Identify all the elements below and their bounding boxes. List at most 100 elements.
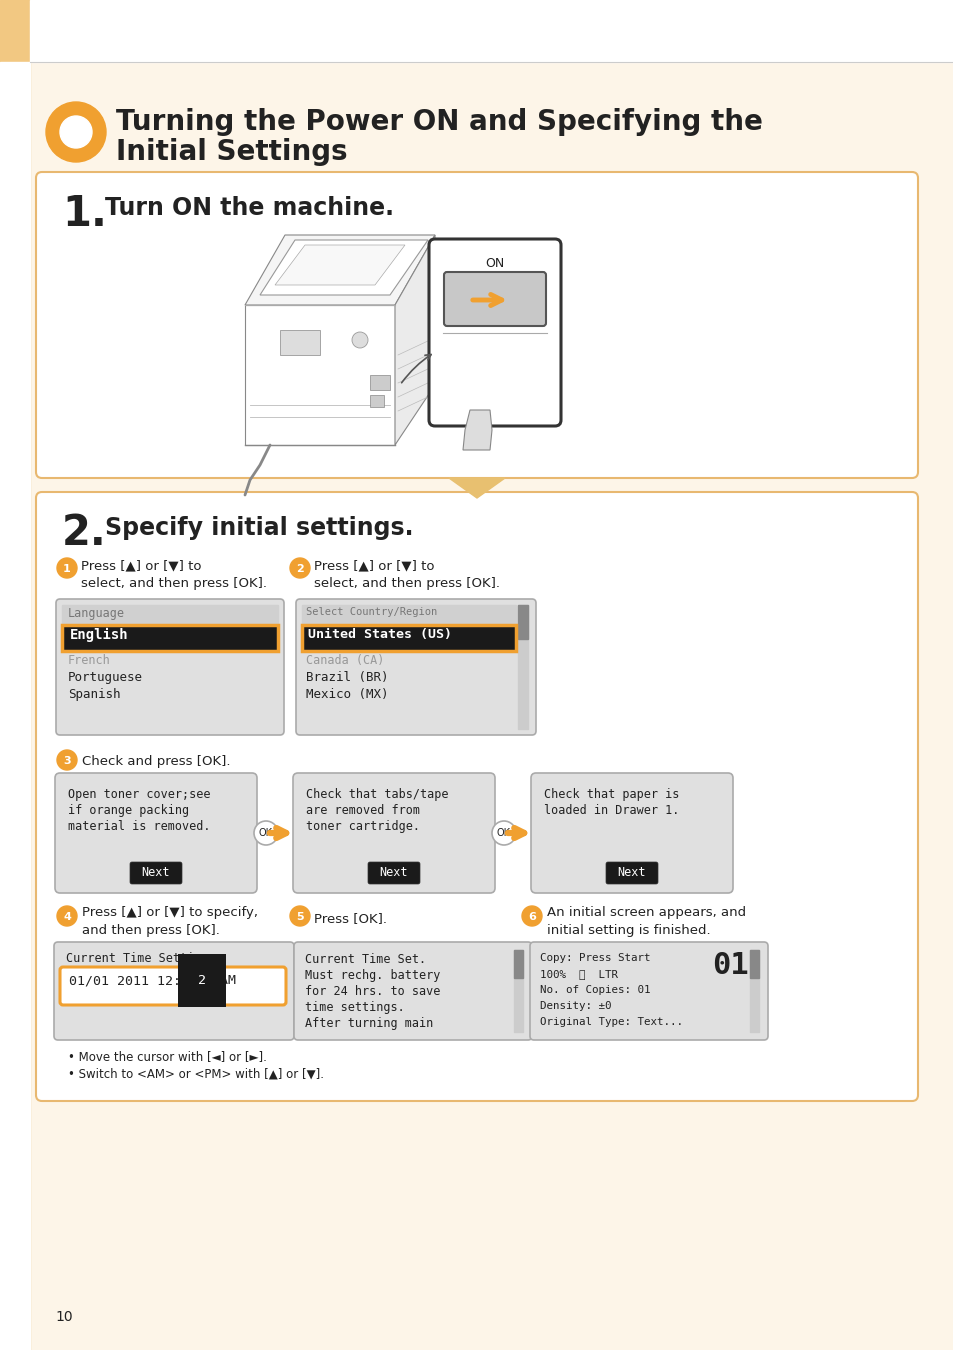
- Text: Copy: Press Start: Copy: Press Start: [539, 953, 650, 963]
- FancyBboxPatch shape: [302, 625, 516, 651]
- Circle shape: [57, 751, 77, 769]
- Text: select, and then press [OK].: select, and then press [OK].: [81, 576, 267, 590]
- Text: 01/01 2011 12:5: 01/01 2011 12:5: [69, 973, 189, 987]
- Text: OK: OK: [258, 829, 273, 838]
- Text: United States (US): United States (US): [308, 628, 452, 641]
- Circle shape: [352, 332, 368, 348]
- FancyBboxPatch shape: [531, 774, 732, 892]
- FancyBboxPatch shape: [55, 774, 256, 892]
- Text: French: French: [68, 653, 111, 667]
- Text: Press [▲] or [▼] to specify,: Press [▲] or [▼] to specify,: [82, 906, 257, 919]
- Text: 01: 01: [711, 950, 748, 980]
- Text: Language: Language: [68, 608, 125, 620]
- Text: An initial screen appears, and: An initial screen appears, and: [546, 906, 745, 919]
- Circle shape: [57, 558, 77, 578]
- Text: No. of Copies: 01: No. of Copies: 01: [539, 986, 650, 995]
- FancyBboxPatch shape: [294, 942, 532, 1040]
- Bar: [517, 605, 527, 639]
- Text: 2.: 2.: [62, 512, 107, 553]
- Polygon shape: [245, 305, 395, 446]
- Text: 5: 5: [295, 911, 303, 922]
- Text: Check that tabs/tape: Check that tabs/tape: [306, 788, 448, 801]
- Text: Press [▲] or [▼] to: Press [▲] or [▼] to: [81, 559, 201, 572]
- FancyBboxPatch shape: [56, 599, 284, 734]
- FancyBboxPatch shape: [295, 599, 536, 734]
- Text: are removed from: are removed from: [306, 805, 419, 817]
- FancyBboxPatch shape: [368, 863, 419, 884]
- Circle shape: [492, 821, 516, 845]
- Text: Select Country/Region: Select Country/Region: [306, 608, 436, 617]
- Text: • Switch to <AM> or <PM> with [▲] or [▼].: • Switch to <AM> or <PM> with [▲] or [▼]…: [68, 1068, 324, 1081]
- Text: Portuguese: Portuguese: [68, 671, 143, 684]
- Text: Open toner cover;see: Open toner cover;see: [68, 788, 211, 801]
- Text: Check that paper is: Check that paper is: [543, 788, 679, 801]
- Bar: [370, 396, 384, 406]
- Text: English: English: [70, 628, 129, 643]
- Text: 100%  ①  LTR: 100% ① LTR: [539, 969, 618, 979]
- Text: 2: 2: [295, 563, 304, 574]
- Text: Canada (CA): Canada (CA): [306, 653, 384, 667]
- Text: Next: Next: [618, 867, 645, 879]
- FancyBboxPatch shape: [36, 491, 917, 1102]
- FancyBboxPatch shape: [36, 171, 917, 478]
- Text: Brazil (BR): Brazil (BR): [306, 671, 388, 684]
- Polygon shape: [449, 478, 504, 498]
- Text: 2: 2: [198, 973, 206, 987]
- Text: 6: 6: [528, 911, 536, 922]
- Text: Original Type: Text...: Original Type: Text...: [539, 1017, 682, 1027]
- Text: Specify initial settings.: Specify initial settings.: [105, 516, 413, 540]
- Text: time settings.: time settings.: [305, 1000, 404, 1014]
- FancyBboxPatch shape: [443, 271, 545, 325]
- Text: Next: Next: [379, 867, 408, 879]
- FancyBboxPatch shape: [293, 774, 495, 892]
- Text: and then press [OK].: and then press [OK].: [82, 923, 219, 937]
- FancyBboxPatch shape: [530, 942, 767, 1040]
- Circle shape: [290, 906, 310, 926]
- Bar: [62, 605, 277, 625]
- Text: 10: 10: [55, 1310, 72, 1324]
- Text: Turning the Power ON and Specifying the: Turning the Power ON and Specifying the: [116, 108, 762, 136]
- Text: toner cartridge.: toner cartridge.: [306, 819, 419, 833]
- FancyBboxPatch shape: [60, 967, 286, 1004]
- FancyBboxPatch shape: [429, 239, 560, 427]
- Bar: [749, 950, 759, 1031]
- Circle shape: [253, 821, 277, 845]
- Text: if orange packing: if orange packing: [68, 805, 189, 817]
- Text: Current Time Set.: Current Time Set.: [305, 953, 426, 967]
- Text: ON: ON: [485, 256, 504, 270]
- Polygon shape: [260, 240, 428, 296]
- Circle shape: [521, 906, 541, 926]
- Bar: [514, 950, 522, 1031]
- Text: OK: OK: [497, 829, 511, 838]
- FancyBboxPatch shape: [130, 863, 182, 884]
- Text: Density: ±0: Density: ±0: [539, 1000, 611, 1011]
- Polygon shape: [245, 235, 435, 305]
- Bar: [517, 605, 527, 729]
- Text: for 24 hrs. to save: for 24 hrs. to save: [305, 986, 440, 998]
- Polygon shape: [462, 410, 492, 450]
- Text: Press [OK].: Press [OK].: [314, 913, 387, 925]
- Polygon shape: [274, 244, 405, 285]
- Bar: [0, 62, 30, 1350]
- Circle shape: [60, 116, 91, 148]
- Text: AM: AM: [212, 973, 235, 987]
- Text: 1.: 1.: [62, 193, 107, 235]
- Text: Initial Settings: Initial Settings: [116, 138, 347, 166]
- Polygon shape: [395, 235, 435, 446]
- Text: After turning main: After turning main: [305, 1017, 433, 1030]
- Text: 4: 4: [63, 911, 71, 922]
- Text: 1: 1: [63, 563, 71, 574]
- Text: select, and then press [OK].: select, and then press [OK].: [314, 576, 499, 590]
- Bar: [749, 950, 759, 977]
- Text: loaded in Drawer 1.: loaded in Drawer 1.: [543, 805, 679, 817]
- Text: Must rechg. battery: Must rechg. battery: [305, 969, 440, 981]
- Text: Current Time Settings: Current Time Settings: [66, 952, 215, 965]
- Bar: [0, 0, 30, 1350]
- Circle shape: [290, 558, 310, 578]
- Text: 3: 3: [63, 756, 71, 765]
- Text: Turn ON the machine.: Turn ON the machine.: [105, 196, 394, 220]
- Text: initial setting is finished.: initial setting is finished.: [546, 923, 710, 937]
- FancyBboxPatch shape: [54, 942, 294, 1040]
- Polygon shape: [280, 329, 319, 355]
- FancyBboxPatch shape: [62, 625, 277, 651]
